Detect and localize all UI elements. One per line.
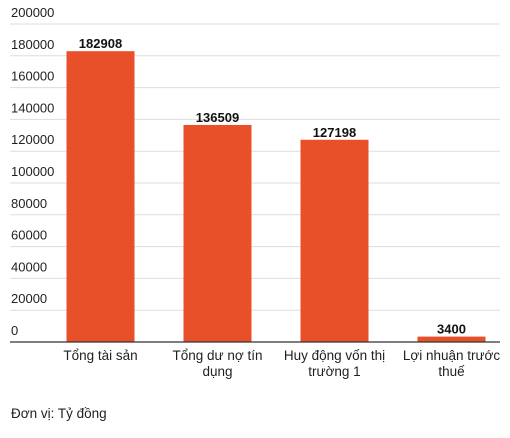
y-tick-label: 20000 (11, 291, 47, 306)
y-tick-label: 120000 (11, 132, 54, 147)
bars (66, 51, 486, 343)
y-tick-label: 140000 (11, 100, 54, 115)
y-axis-ticks: 0 20000 40000 60000 80000 100000 120000 140000 1… (11, 5, 54, 338)
bar (417, 336, 486, 342)
category-labels: Tổng tài sản Tổng dư nợ tín dụng Huy động v… (63, 348, 500, 379)
bar (183, 124, 252, 343)
y-tick-label: 80000 (11, 196, 47, 211)
category-label: Lợi nhuận trước thuế (403, 348, 501, 379)
y-tick-label: 0 (11, 323, 18, 338)
bar (66, 51, 135, 343)
category-label: Huy động vốn thị trường 1 (284, 348, 385, 379)
data-labels: 182908 136509 127198 3400 (79, 36, 466, 336)
y-tick-label: 200000 (11, 5, 54, 20)
y-tick-label: 100000 (11, 164, 54, 179)
y-tick-label: 160000 (11, 69, 54, 84)
bar-value-label: 3400 (437, 322, 466, 337)
bar-value-label: 136509 (196, 110, 239, 125)
category-label: Tổng dư nợ tín dụng (173, 348, 263, 379)
y-tick-label: 60000 (11, 228, 47, 243)
y-tick-label: 180000 (11, 37, 54, 52)
y-tick-label: 40000 (11, 259, 47, 274)
bar-value-label: 182908 (79, 36, 122, 51)
category-label: Tổng tài sản (63, 348, 137, 363)
bar-value-label: 127198 (313, 125, 356, 140)
bar (300, 139, 369, 342)
unit-note: Đơn vị: Tỷ đồng (11, 406, 107, 421)
